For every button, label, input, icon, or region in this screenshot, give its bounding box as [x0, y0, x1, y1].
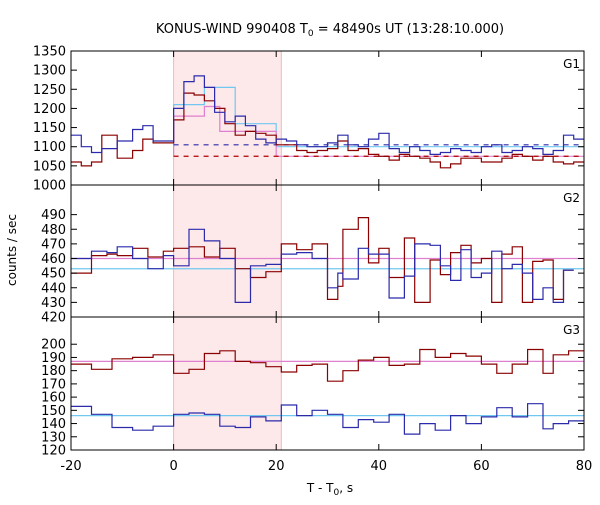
- y-tick-label: 190: [41, 351, 66, 366]
- x-tick-label: -20: [60, 459, 81, 474]
- x-tick-label: 0: [169, 459, 177, 474]
- x-tick-label: 20: [268, 459, 285, 474]
- y-tick-label: 490: [41, 208, 66, 223]
- x-tick-label: 60: [473, 459, 490, 474]
- y-axis-label: counts / sec: [5, 214, 19, 286]
- histogram-series-1: [71, 403, 584, 435]
- histogram-series-1: [71, 75, 584, 155]
- y-tick-label: 1050: [33, 159, 66, 174]
- y-tick-label: 460: [41, 252, 66, 267]
- panel-g1: 1000 1050 1100 1150 1200 1250 1300 1350 G1: [33, 45, 585, 194]
- panel-label: G2: [563, 191, 580, 205]
- y-tick-label: 1100: [33, 140, 66, 155]
- y-tick-label: 150: [41, 404, 66, 419]
- panel-label: G1: [563, 57, 580, 71]
- histogram-series-1: [71, 228, 574, 303]
- y-tick-label: 440: [41, 281, 66, 296]
- highlight-interval: [173, 51, 282, 450]
- x-tick-label: 40: [371, 459, 388, 474]
- chart-title: KONUS-WIND 990408 T0 = 48490s UT (13:28:…: [156, 22, 504, 39]
- histogram-series-0: [71, 217, 574, 303]
- y-tick-label: 450: [41, 267, 66, 282]
- y-tick-label: 140: [41, 417, 66, 432]
- panel-label: G3: [563, 323, 580, 337]
- x-axis-label: T - T0, s: [306, 481, 353, 498]
- y-tick-label: 430: [41, 296, 66, 311]
- y-tick-label: 130: [41, 430, 66, 445]
- y-tick-label: 200: [41, 338, 66, 353]
- y-tick-label: 1350: [33, 45, 66, 60]
- y-tick-label: 180: [41, 364, 66, 379]
- y-tick-label: 170: [41, 377, 66, 392]
- y-tick-label: 470: [41, 237, 66, 252]
- y-tick-label: 420: [41, 311, 66, 326]
- y-tick-label: 1150: [33, 121, 66, 136]
- y-tick-label: 1200: [33, 102, 66, 117]
- x-tick-label: 80: [576, 459, 593, 474]
- y-tick-label: 1000: [33, 179, 66, 194]
- y-tick-label: 1250: [33, 83, 66, 98]
- y-tick-label: 480: [41, 223, 66, 238]
- y-tick-label: 160: [41, 391, 66, 406]
- histogram-series-0: [71, 348, 584, 382]
- y-tick-label: 1300: [33, 64, 66, 79]
- y-tick-label: 120: [41, 444, 66, 459]
- panel-frame: [70, 50, 585, 186]
